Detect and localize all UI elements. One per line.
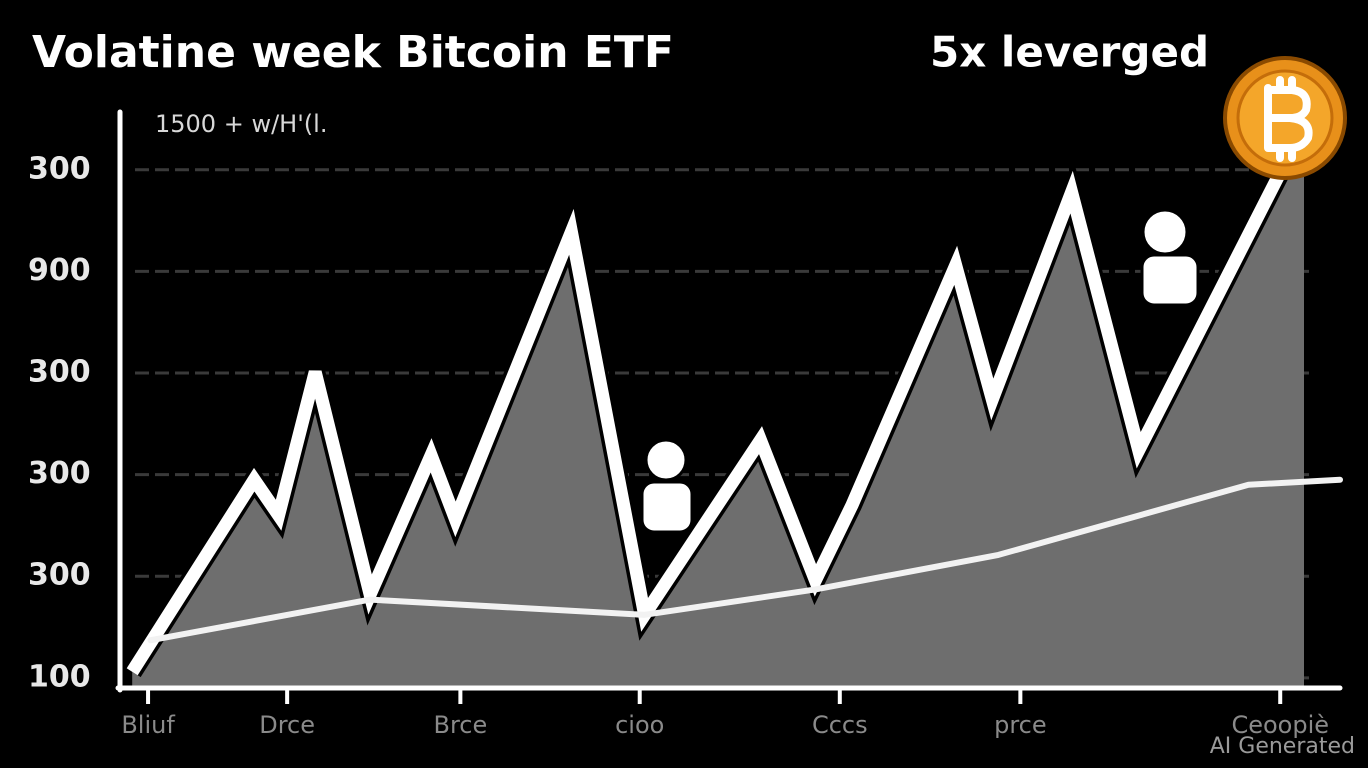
y-tick-label: 900 <box>28 253 91 288</box>
bitcoin-coin <box>1223 56 1347 180</box>
x-tick-label: Brce <box>433 711 487 739</box>
area <box>132 174 1305 689</box>
watermark: AI Generated <box>1210 734 1355 759</box>
subtitle: 1500 + w/H'(l. <box>155 110 327 138</box>
y-tick-label: 300 <box>28 456 91 491</box>
x-tick-label: Drce <box>259 711 315 739</box>
title-right: 5x leverged <box>930 28 1209 77</box>
x-tick-label: Bliuf <box>121 711 175 739</box>
x-tick-label: Cccs <box>812 711 868 739</box>
y-tick-label: 300 <box>28 151 91 186</box>
chart-title: Volatine week Bitcoin ETF <box>32 27 674 78</box>
figure <box>640 208 1200 534</box>
x-tick-label: cioo <box>615 711 664 739</box>
x-tick-label: prce <box>994 711 1047 739</box>
x-tick-label: Ceoopiè <box>1231 711 1329 739</box>
plot-area <box>123 159 1343 689</box>
y-tick-label: 100 <box>28 659 91 694</box>
trend-line <box>147 476 1343 644</box>
y-tick-label: 300 <box>28 558 91 593</box>
y-tick-label: 300 <box>28 355 91 390</box>
